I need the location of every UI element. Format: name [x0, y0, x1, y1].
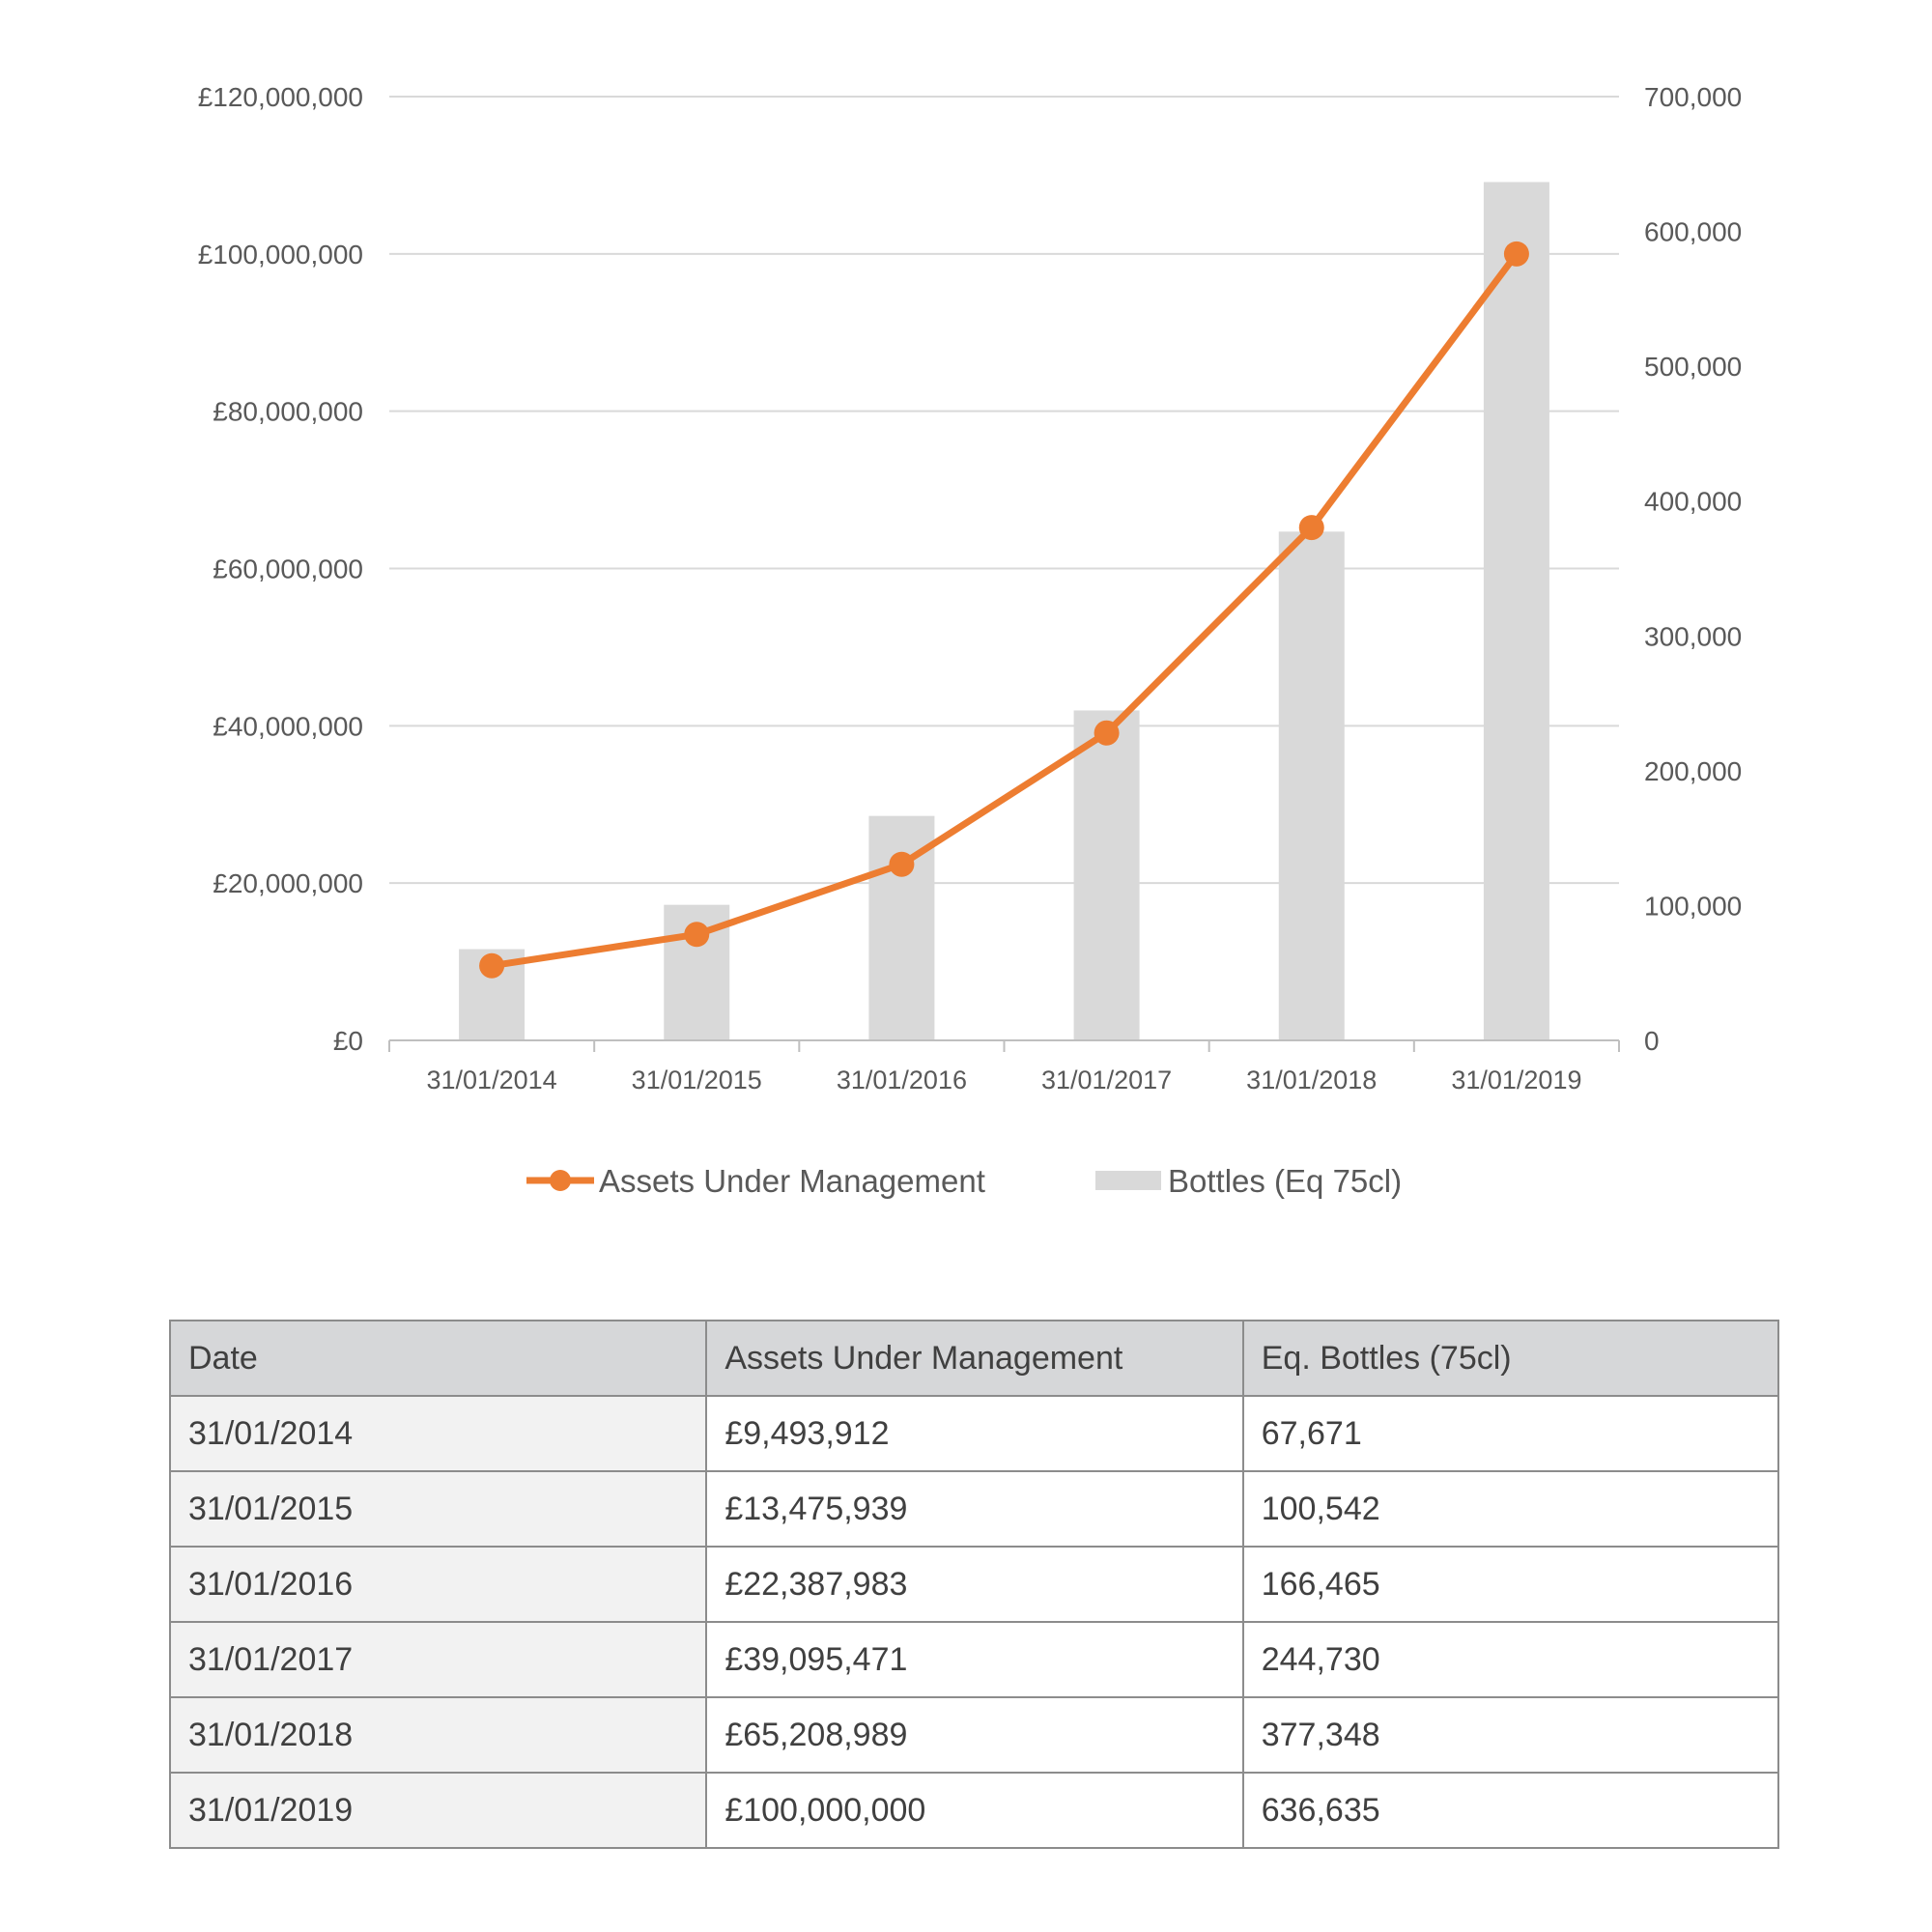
cell-date: 31/01/2016 [168, 1546, 708, 1623]
cell-aum: £9,493,912 [705, 1395, 1244, 1472]
header-bottles: Eq. Bottles (75cl) [1241, 1320, 1780, 1397]
table-row: 31/01/2016 £22,387,983 166,465 [168, 1546, 1780, 1623]
cell-aum: £13,475,939 [705, 1470, 1244, 1548]
x-tick-label: 31/01/2019 [1451, 1065, 1581, 1094]
cell-aum: £65,208,989 [705, 1696, 1244, 1774]
cell-date: 31/01/2019 [168, 1772, 708, 1849]
right-tick-label: 700,000 [1644, 82, 1742, 112]
left-tick-label: £20,000,000 [213, 868, 363, 898]
legend-line-marker [550, 1170, 571, 1191]
cell-bottles: 166,465 [1241, 1546, 1780, 1623]
left-axis-ticks: £0 £20,000,000 £40,000,000 £60,000,000 £80,0… [198, 82, 363, 1056]
header-date: Date [168, 1320, 708, 1397]
cell-date: 31/01/2017 [168, 1621, 708, 1698]
cell-date: 31/01/2015 [168, 1470, 708, 1548]
legend-label-bottles: Bottles (Eq 75cl) [1168, 1163, 1402, 1199]
x-tick-label: 31/01/2015 [632, 1065, 762, 1094]
data-table: Date Assets Under Management Eq. Bottles… [168, 1320, 1780, 1849]
x-tick-label: 31/01/2016 [837, 1065, 967, 1094]
x-tick-label: 31/01/2014 [427, 1065, 557, 1094]
legend: Assets Under Management Bottles (Eq 75cl) [526, 1163, 1402, 1199]
x-tick-label: 31/01/2017 [1041, 1065, 1172, 1094]
left-tick-label: £0 [333, 1026, 363, 1056]
cell-bottles: 636,635 [1241, 1772, 1780, 1849]
gridlines [389, 96, 1619, 885]
table-row: 31/01/2014 £9,493,912 67,671 [168, 1395, 1780, 1472]
cell-bottles: 244,730 [1241, 1621, 1780, 1698]
aum-point [1094, 720, 1120, 746]
cell-aum: £100,000,000 [705, 1772, 1244, 1849]
table-header-row: Date Assets Under Management Eq. Bottles… [168, 1320, 1780, 1397]
right-tick-label: 600,000 [1644, 217, 1742, 247]
left-tick-label: £80,000,000 [213, 397, 363, 427]
right-axis-ticks: 0 100,000 200,000 300,000 400,000 500,000 600,… [1644, 82, 1742, 1056]
bar-bottles [1483, 182, 1549, 1040]
header-aum: Assets Under Management [705, 1320, 1244, 1397]
combo-chart: £0 £20,000,000 £40,000,000 £60,000,000 £80,0… [198, 82, 1743, 1199]
right-tick-label: 100,000 [1644, 891, 1742, 921]
cell-aum: £22,387,983 [705, 1546, 1244, 1623]
aum-point [479, 952, 505, 979]
x-axis-ticks: 31/01/2014 31/01/2015 31/01/2016 31/01/2017… [427, 1065, 1582, 1094]
line-aum [479, 241, 1529, 979]
x-axis [388, 1039, 1620, 1052]
right-tick-label: 300,000 [1644, 621, 1742, 651]
left-tick-label: £100,000,000 [198, 240, 363, 270]
right-tick-label: 500,000 [1644, 352, 1742, 382]
bars-bottles [459, 182, 1549, 1040]
legend-label-aum: Assets Under Management [599, 1163, 985, 1199]
left-tick-label: £60,000,000 [213, 554, 363, 584]
cell-bottles: 67,671 [1241, 1395, 1780, 1472]
left-tick-label: £120,000,000 [198, 82, 363, 112]
cell-bottles: 377,348 [1241, 1696, 1780, 1774]
cell-aum: £39,095,471 [705, 1621, 1244, 1698]
aum-line [488, 250, 1520, 970]
table-row: 31/01/2017 £39,095,471 244,730 [168, 1621, 1780, 1698]
cell-date: 31/01/2014 [168, 1395, 708, 1472]
right-tick-label: 0 [1644, 1026, 1660, 1056]
right-tick-label: 400,000 [1644, 487, 1742, 517]
legend-bar-swatch [1095, 1171, 1161, 1190]
cell-date: 31/01/2018 [168, 1696, 708, 1774]
bar-bottles [1278, 531, 1345, 1040]
bar-bottles [1073, 710, 1140, 1040]
aum-point [1503, 241, 1529, 267]
table-row: 31/01/2015 £13,475,939 100,542 [168, 1470, 1780, 1548]
x-tick-label: 31/01/2018 [1246, 1065, 1377, 1094]
table-row: 31/01/2019 £100,000,000 636,635 [168, 1772, 1780, 1849]
aum-point [684, 922, 710, 948]
cell-bottles: 100,542 [1241, 1470, 1780, 1548]
aum-point [889, 851, 915, 877]
table-row: 31/01/2018 £65,208,989 377,348 [168, 1696, 1780, 1774]
left-tick-label: £40,000,000 [213, 711, 363, 741]
aum-point [1298, 515, 1324, 541]
right-tick-label: 200,000 [1644, 756, 1742, 786]
